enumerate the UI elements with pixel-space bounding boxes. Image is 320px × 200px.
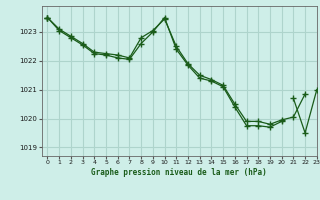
X-axis label: Graphe pression niveau de la mer (hPa): Graphe pression niveau de la mer (hPa): [91, 168, 267, 177]
